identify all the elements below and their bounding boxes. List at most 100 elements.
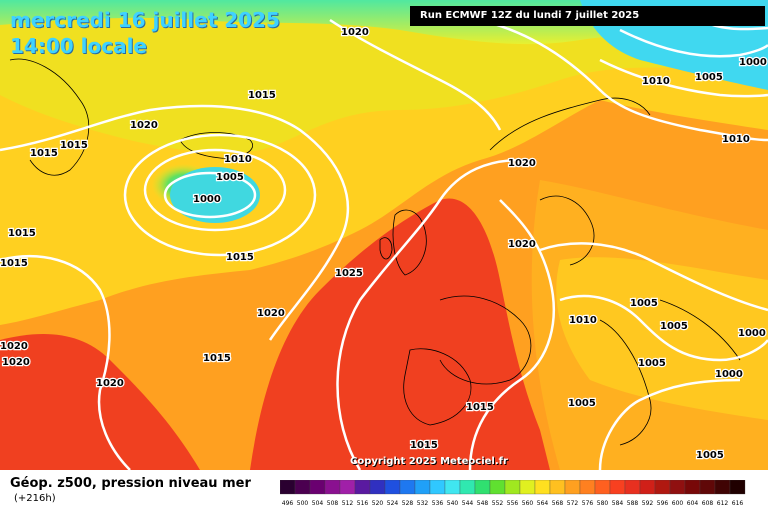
scale-swatch — [384, 480, 401, 495]
scale-label: 556 — [507, 500, 519, 507]
scale-swatch — [489, 480, 506, 495]
scale-label: 580 — [597, 500, 609, 507]
scale-label: 504 — [312, 500, 324, 507]
scale-label: 592 — [642, 500, 654, 507]
scale-label: 516 — [357, 500, 369, 507]
scale-swatch — [280, 480, 296, 495]
geopotential-map: 1020 1015 1015 1020 1015 1010 1005 1000 … — [0, 0, 768, 470]
isobar-label: 1010 — [224, 154, 252, 165]
isobar-label: 1000 — [739, 57, 767, 68]
scale-label: 544 — [462, 500, 474, 507]
scale-label: 572 — [567, 500, 579, 507]
scale-swatch — [414, 480, 431, 495]
scale-swatch — [369, 480, 386, 495]
scale-label: 560 — [522, 500, 534, 507]
isobar-label: 1015 — [466, 402, 494, 413]
isobar-label: 1005 — [696, 450, 724, 461]
scale-swatch — [699, 480, 716, 495]
scale-swatch — [504, 480, 521, 495]
isobar-label: 1020 — [2, 357, 30, 368]
zone-red-atlantic — [250, 198, 550, 470]
scale-label: 612 — [717, 500, 729, 507]
isobar-label: 1010 — [722, 134, 750, 145]
scale-label: 576 — [582, 500, 594, 507]
isobar-label: 1020 — [130, 120, 158, 131]
scale-label: 532 — [417, 500, 429, 507]
isobar-label: 1005 — [695, 72, 723, 83]
isobar-label: 1015 — [248, 90, 276, 101]
scale-label: 568 — [552, 500, 564, 507]
scale-swatch — [729, 480, 746, 495]
scale-swatch — [309, 480, 326, 495]
scale-swatch — [549, 480, 566, 495]
isobar-label: 1005 — [660, 321, 688, 332]
forecast-date: mercredi 16 juillet 2025 — [10, 8, 280, 32]
scale-label: 508 — [327, 500, 339, 507]
isobar-label: 1015 — [30, 148, 58, 159]
isobar-label: 1020 — [257, 308, 285, 319]
isobar-label: 1015 — [410, 440, 438, 451]
scale-swatch — [564, 480, 581, 495]
scale-swatch — [459, 480, 476, 495]
model-run-banner: Run ECMWF 12Z du lundi 7 juillet 2025 — [410, 6, 765, 26]
isobar-label: 1015 — [203, 353, 231, 364]
isobar-label: 1020 — [508, 158, 536, 169]
scale-swatch — [714, 480, 731, 495]
scale-label: 512 — [342, 500, 354, 507]
scale-swatch — [444, 480, 461, 495]
isobar-label: 1010 — [642, 76, 670, 87]
copyright-notice: Copyright 2025 Meteociel.fr — [350, 456, 508, 467]
scale-swatch — [324, 480, 341, 495]
scale-label: 596 — [657, 500, 669, 507]
isobar-label: 1020 — [341, 27, 369, 38]
scale-label: 616 — [732, 500, 744, 507]
isobar-label: 1025 — [335, 268, 363, 279]
scale-swatch — [474, 480, 491, 495]
scale-swatch — [519, 480, 536, 495]
isobar-label: 1020 — [0, 341, 28, 352]
scale-label: 496 — [282, 500, 294, 507]
isobar-label: 1005 — [638, 358, 666, 369]
isobar-label: 1010 — [569, 315, 597, 326]
scale-label: 524 — [387, 500, 399, 507]
isobar-label: 1005 — [568, 398, 596, 409]
scale-swatch — [654, 480, 671, 495]
scale-label: 540 — [447, 500, 459, 507]
scale-swatch — [354, 480, 371, 495]
isobar-label-group: 1020 1015 1015 1020 1015 1010 1005 1000 … — [0, 26, 768, 463]
zone-low-core — [170, 167, 260, 223]
scale-swatch — [579, 480, 596, 495]
scale-label: 548 — [477, 500, 489, 507]
scale-swatch — [624, 480, 641, 495]
scale-label: 564 — [537, 500, 549, 507]
forecast-time: 14:00 locale — [10, 34, 147, 58]
scale-swatch — [594, 480, 611, 495]
isobar-label: 1000 — [193, 194, 221, 205]
legend-subtitle: (+216h) — [14, 493, 56, 504]
scale-swatch — [399, 480, 416, 495]
isobar-label: 1015 — [226, 252, 254, 263]
scale-label: 536 — [432, 500, 444, 507]
isobar-label: 1005 — [216, 172, 244, 183]
scale-label: 584 — [612, 500, 624, 507]
isobar-label: 1015 — [60, 140, 88, 151]
scale-label: 588 — [627, 500, 639, 507]
isobar-label: 1000 — [715, 369, 743, 380]
scale-label: 600 — [672, 500, 684, 507]
scale-swatch — [609, 480, 626, 495]
scale-label: 604 — [687, 500, 699, 507]
color-scale: 496 500 504 508 512 516 520 524 528 532 536 540 544 5… — [280, 480, 746, 507]
scale-label: 520 — [372, 500, 384, 507]
scale-label: 500 — [297, 500, 309, 507]
isobar-label: 1005 — [630, 298, 658, 309]
scale-swatch — [294, 480, 311, 495]
isobar-label: 1015 — [0, 258, 28, 269]
scale-swatch — [534, 480, 551, 495]
legend-footer: Géop. z500, pression niveau mer (+216h) … — [0, 470, 768, 512]
isobar-label: 1020 — [96, 378, 124, 389]
isobar-label: 1020 — [508, 239, 536, 250]
scale-swatch — [684, 480, 701, 495]
legend-title: Géop. z500, pression niveau mer — [10, 476, 251, 491]
scale-swatch — [429, 480, 446, 495]
